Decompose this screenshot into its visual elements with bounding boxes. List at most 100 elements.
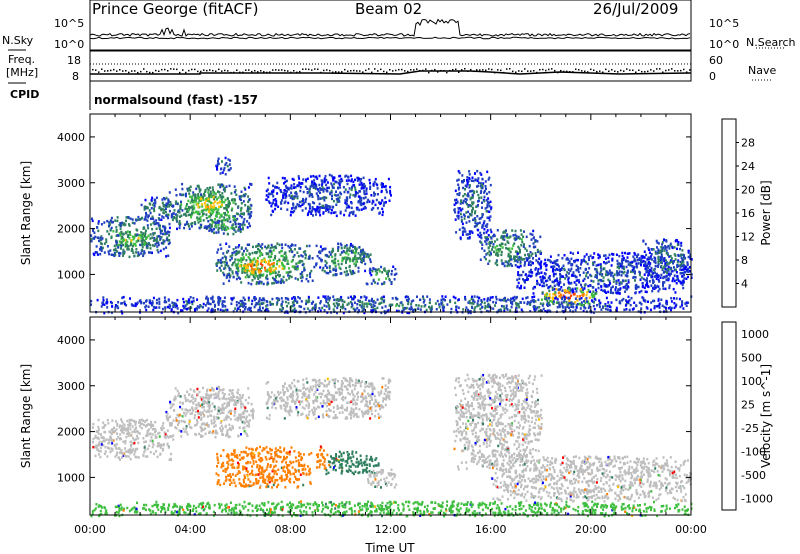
- freq-dot: [605, 68, 607, 71]
- freq-dot: [365, 69, 367, 72]
- freq-dot: [635, 71, 637, 73]
- freq-dot: [488, 68, 490, 70]
- freq-dot: [188, 69, 190, 72]
- colorbar-tick-label: -100: [741, 445, 766, 458]
- noise-sky-label: N.Sky: [2, 34, 34, 47]
- freq-dot: [596, 70, 598, 73]
- freq-dot: [671, 68, 673, 70]
- freq-dot: [629, 69, 631, 71]
- noise-traces: [89, 18, 691, 40]
- power-ylabel: Slant Range [km]: [19, 161, 33, 265]
- freq-dot: [326, 69, 328, 71]
- freq-dot: [458, 71, 460, 73]
- freq-dot: [209, 69, 211, 71]
- freq-dot: [143, 68, 145, 70]
- freq-dot: [464, 68, 466, 70]
- freq-dot: [686, 71, 688, 73]
- xtick-label: 04:00: [174, 523, 206, 536]
- freq-dot: [548, 68, 550, 71]
- colorbar-tick-label: 24: [741, 160, 755, 173]
- freq-dot: [128, 71, 130, 74]
- freq-dot: [116, 70, 118, 72]
- freq-dot: [410, 69, 412, 71]
- freq-dot: [332, 71, 334, 73]
- freq-dot: [446, 71, 448, 74]
- freq-dot: [665, 69, 667, 72]
- freq-dot: [359, 70, 361, 72]
- colorbar-tick-label: 500: [741, 351, 762, 364]
- nave-label: Nave: [748, 64, 777, 77]
- freq-dot: [653, 70, 655, 72]
- freq-dot: [284, 69, 286, 72]
- freq-dot: [623, 70, 625, 72]
- freq-dot: [197, 70, 199, 73]
- freq-dot: [533, 70, 535, 72]
- freq-dot: [554, 69, 556, 72]
- freq-dot: [491, 68, 493, 71]
- freq-dot: [323, 69, 325, 72]
- freq-dot: [401, 68, 403, 71]
- freq-dot: [614, 70, 616, 72]
- noise-left-tick-low: 10^0: [54, 38, 85, 51]
- freq-dot: [167, 70, 169, 72]
- ytick-label: 1000: [57, 471, 85, 484]
- freq-dot: [608, 70, 610, 72]
- freq-dot: [632, 69, 634, 71]
- freq-tick-high: 18: [67, 54, 81, 67]
- freq-dot: [584, 70, 586, 73]
- freq-dot: [662, 71, 664, 73]
- ytick-label: 2000: [57, 426, 85, 439]
- noise-search-label: N.Search: [746, 36, 796, 49]
- freq-dot: [302, 68, 304, 70]
- freq-dot: [272, 69, 274, 71]
- xtick-label: 00:00: [675, 523, 707, 536]
- freq-dot: [677, 70, 679, 72]
- echo-region-9: [315, 242, 373, 277]
- freq-dot: [140, 70, 142, 73]
- freq-dot: [275, 69, 277, 71]
- echo-region-7: [453, 373, 543, 471]
- freq-dot: [170, 68, 172, 70]
- freq-dot: [578, 69, 580, 71]
- freq-dot: [524, 68, 526, 70]
- freq-dot: [179, 71, 181, 74]
- colorbar-tick-label: 12: [741, 231, 755, 244]
- freq-dot: [374, 68, 376, 70]
- freq-dot: [521, 70, 523, 73]
- freq-dot: [245, 69, 247, 71]
- freq-dot: [227, 70, 229, 72]
- freq-dot: [674, 70, 676, 72]
- freq-dot: [134, 70, 136, 72]
- freq-dot: [236, 69, 238, 71]
- freq-dot: [107, 70, 109, 72]
- freq-dot: [281, 69, 283, 71]
- cpid-label: CPID: [10, 88, 40, 101]
- freq-dot: [152, 71, 154, 74]
- echo-region-6: [265, 376, 392, 421]
- freq-dot: [350, 70, 352, 72]
- freq-dot: [353, 69, 355, 72]
- ytick-label: 3000: [57, 380, 85, 393]
- freq-dot: [617, 71, 619, 73]
- colorbar-tick-label: 100: [741, 375, 762, 388]
- freq-dot: [95, 69, 97, 71]
- freq-dot: [518, 70, 520, 72]
- freq-dot: [398, 68, 400, 71]
- freq-dot: [368, 68, 370, 70]
- freq-dot: [416, 68, 418, 70]
- freq-dot: [392, 70, 394, 72]
- freq-dot: [113, 68, 115, 71]
- freq-dot: [119, 69, 121, 71]
- power-yticks: 1000 2000 3000 4000: [57, 131, 691, 281]
- echo-region-11: [365, 265, 398, 286]
- freq-dot: [263, 71, 265, 73]
- freq-dot: [293, 70, 295, 72]
- xtick-label: 20:00: [575, 523, 607, 536]
- freq-dot: [650, 69, 652, 71]
- power-data: [90, 156, 693, 315]
- freq-dot: [437, 71, 439, 73]
- freq-dot: [164, 68, 166, 71]
- power-xticks: [89, 114, 692, 312]
- echo-region-4: [186, 192, 231, 217]
